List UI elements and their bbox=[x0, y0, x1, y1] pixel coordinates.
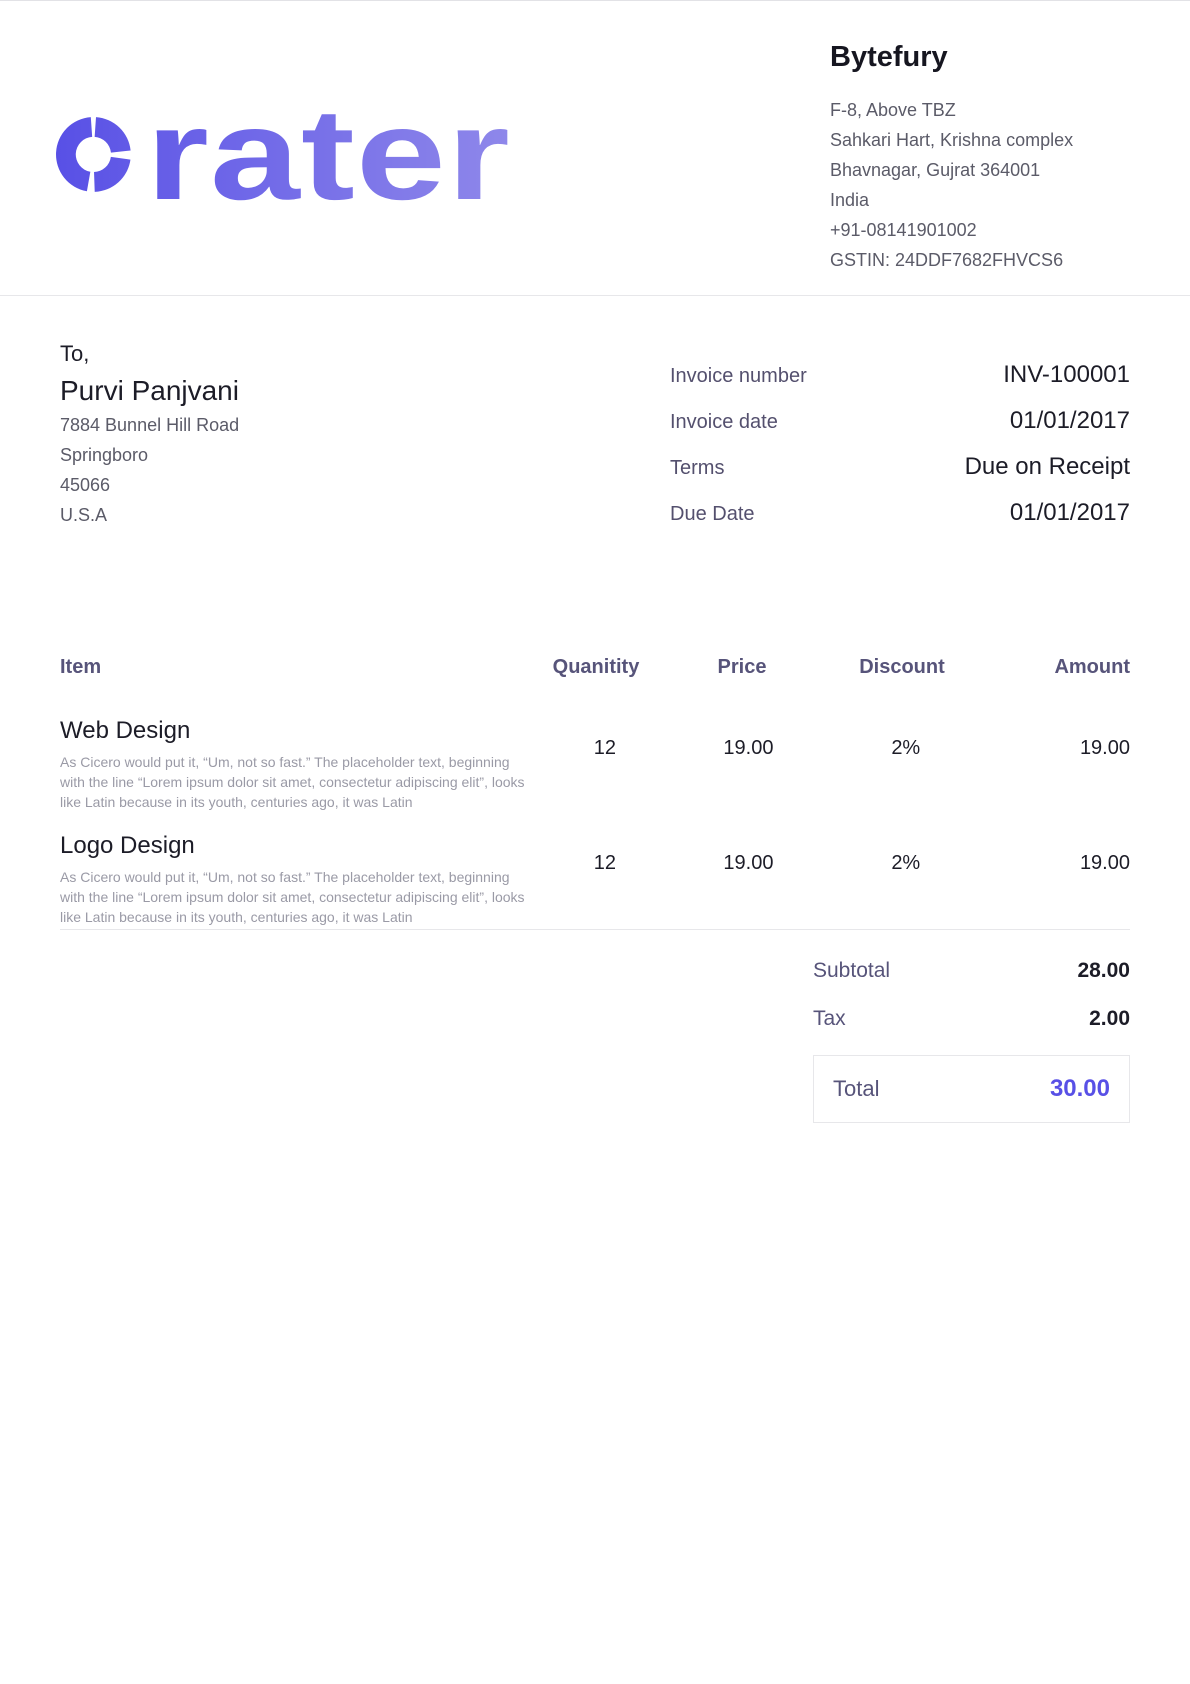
svg-text:rater: rater bbox=[146, 91, 511, 221]
